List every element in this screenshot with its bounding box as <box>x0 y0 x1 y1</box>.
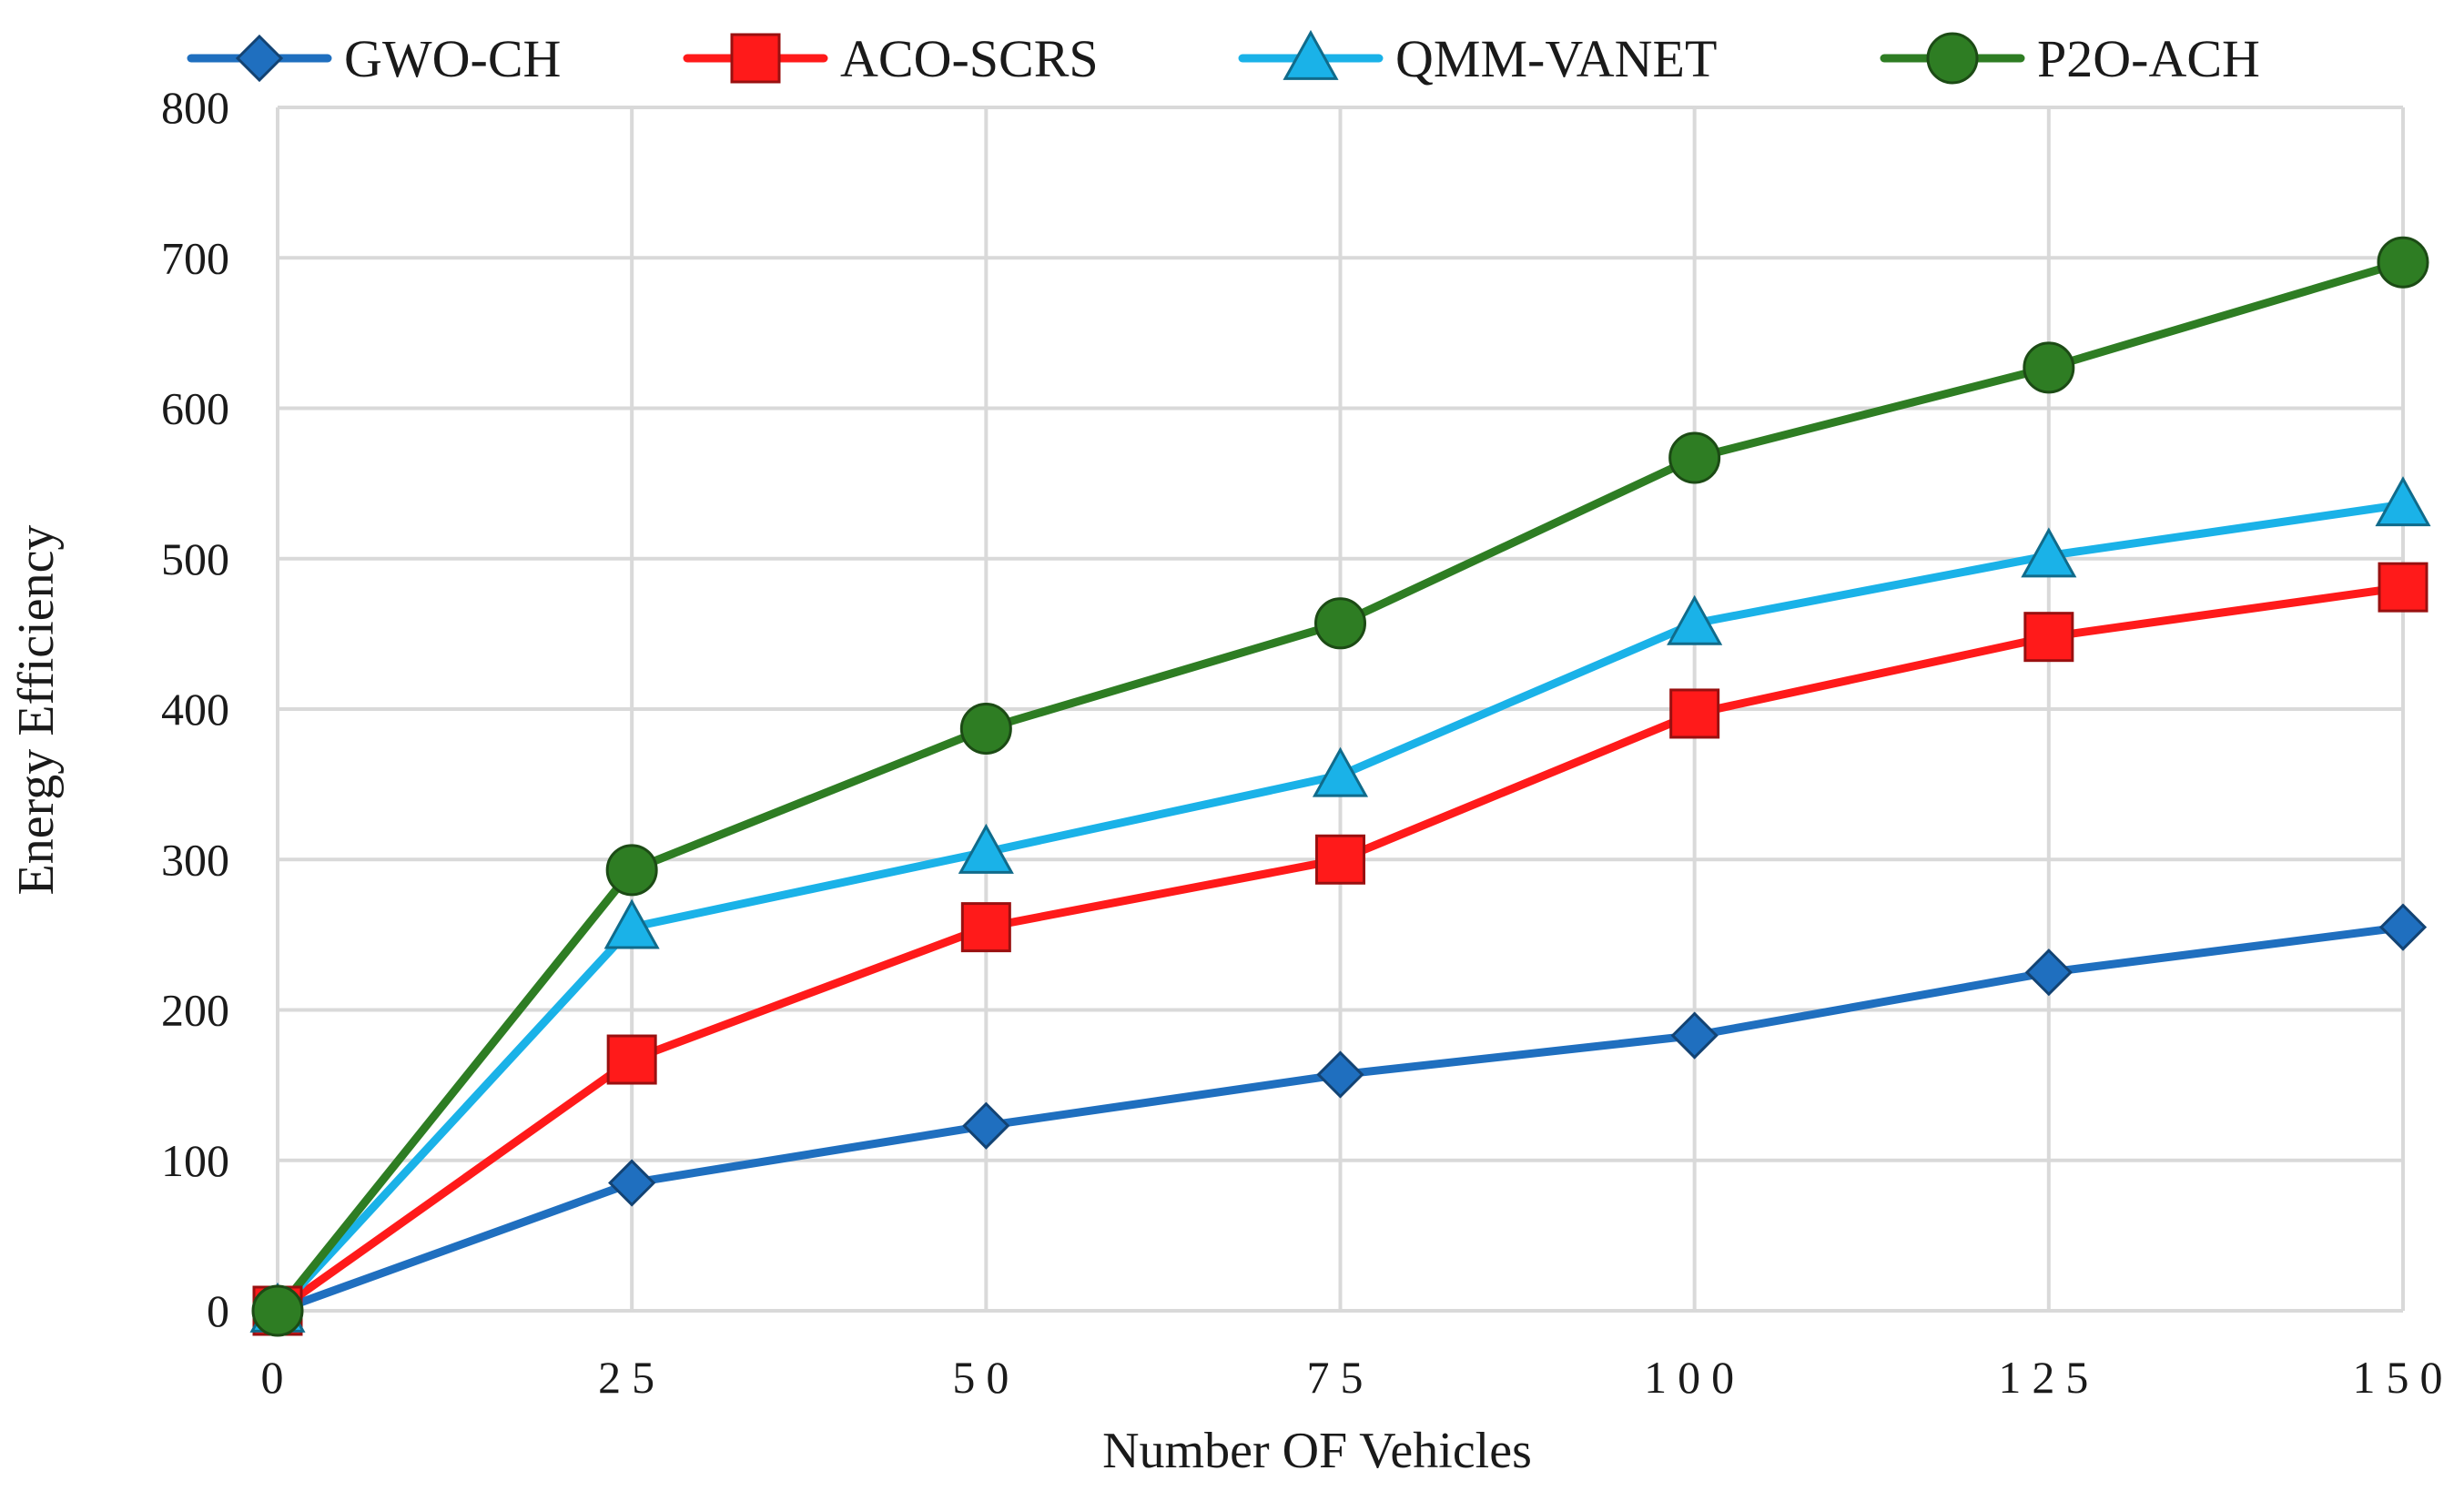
y-tick-label: 800 <box>161 82 229 133</box>
legend-marker-aco-scrs <box>730 33 781 84</box>
legend-label-qmm-vanet: QMM-VANET <box>1395 29 1717 88</box>
x-tick-label: 125 <box>1998 1352 2099 1403</box>
data-point-qmm-vanet <box>1667 594 1723 645</box>
data-point-qmm-vanet <box>1312 746 1369 797</box>
data-point-gwo-ch <box>2378 903 2428 951</box>
y-tick-label: 400 <box>161 684 229 735</box>
legend-marker-gwo-ch <box>235 34 284 83</box>
y-tick-label: 100 <box>161 1135 229 1186</box>
data-point-gwo-ch <box>608 1159 656 1207</box>
y-tick-label: 500 <box>161 533 229 584</box>
data-point-p2o-ach <box>2377 236 2429 289</box>
legend-marker-p2o-ach <box>1926 32 1979 85</box>
data-point-aco-scrs <box>1669 688 1720 739</box>
legend-label-aco-scrs: ACO-SCRS <box>840 29 1099 88</box>
data-point-gwo-ch <box>1316 1050 1364 1099</box>
x-axis-tick-labels: 0 25 50 75 100 125 150 <box>261 1352 2454 1403</box>
x-tick-label: 0 <box>261 1352 295 1403</box>
data-point-qmm-vanet <box>603 898 660 949</box>
y-tick-label: 0 <box>207 1285 229 1336</box>
data-point-gwo-ch <box>2024 948 2073 997</box>
y-axis-title: Energy Efficiency <box>8 525 65 896</box>
x-tick-label: 25 <box>598 1352 665 1403</box>
legend: GWO-CH ACO-SCRS QMM-VANET P2O-ACH <box>187 29 2260 88</box>
data-point-qmm-vanet <box>958 823 1014 874</box>
series-markers <box>249 236 2431 1337</box>
data-point-aco-scrs <box>2378 562 2429 613</box>
y-tick-label: 300 <box>161 834 229 885</box>
data-point-aco-scrs <box>1315 834 1365 885</box>
data-point-p2o-ach <box>251 1284 304 1337</box>
x-axis-title: Number OF Vehicles <box>1102 1423 1532 1479</box>
x-tick-label: 50 <box>952 1352 1019 1403</box>
legend-marker-qmm-vanet <box>1283 29 1339 80</box>
legend-label-gwo-ch: GWO-CH <box>344 29 561 88</box>
x-tick-label: 100 <box>1644 1352 1745 1403</box>
data-point-qmm-vanet <box>2375 476 2431 527</box>
data-point-aco-scrs <box>960 902 1011 953</box>
y-axis-tick-labels: 0 100 200 300 400 500 600 700 800 <box>161 82 229 1336</box>
data-point-p2o-ach <box>959 702 1012 755</box>
gridlines <box>276 106 2405 1313</box>
data-point-aco-scrs <box>2023 612 2074 663</box>
data-point-gwo-ch <box>1670 1011 1719 1060</box>
data-point-p2o-ach <box>2023 341 2075 394</box>
data-point-qmm-vanet <box>2021 527 2077 578</box>
y-tick-label: 600 <box>161 383 229 434</box>
data-point-p2o-ach <box>605 844 658 897</box>
data-point-p2o-ach <box>1314 597 1366 650</box>
data-point-p2o-ach <box>1668 431 1721 484</box>
x-tick-label: 75 <box>1307 1352 1374 1403</box>
data-point-aco-scrs <box>606 1034 657 1085</box>
legend-label-p2o-ach: P2O-ACH <box>2037 29 2260 88</box>
data-point-gwo-ch <box>962 1101 1010 1150</box>
y-tick-label: 700 <box>161 232 229 283</box>
x-tick-label: 150 <box>2353 1352 2454 1403</box>
y-tick-label: 200 <box>161 985 229 1036</box>
